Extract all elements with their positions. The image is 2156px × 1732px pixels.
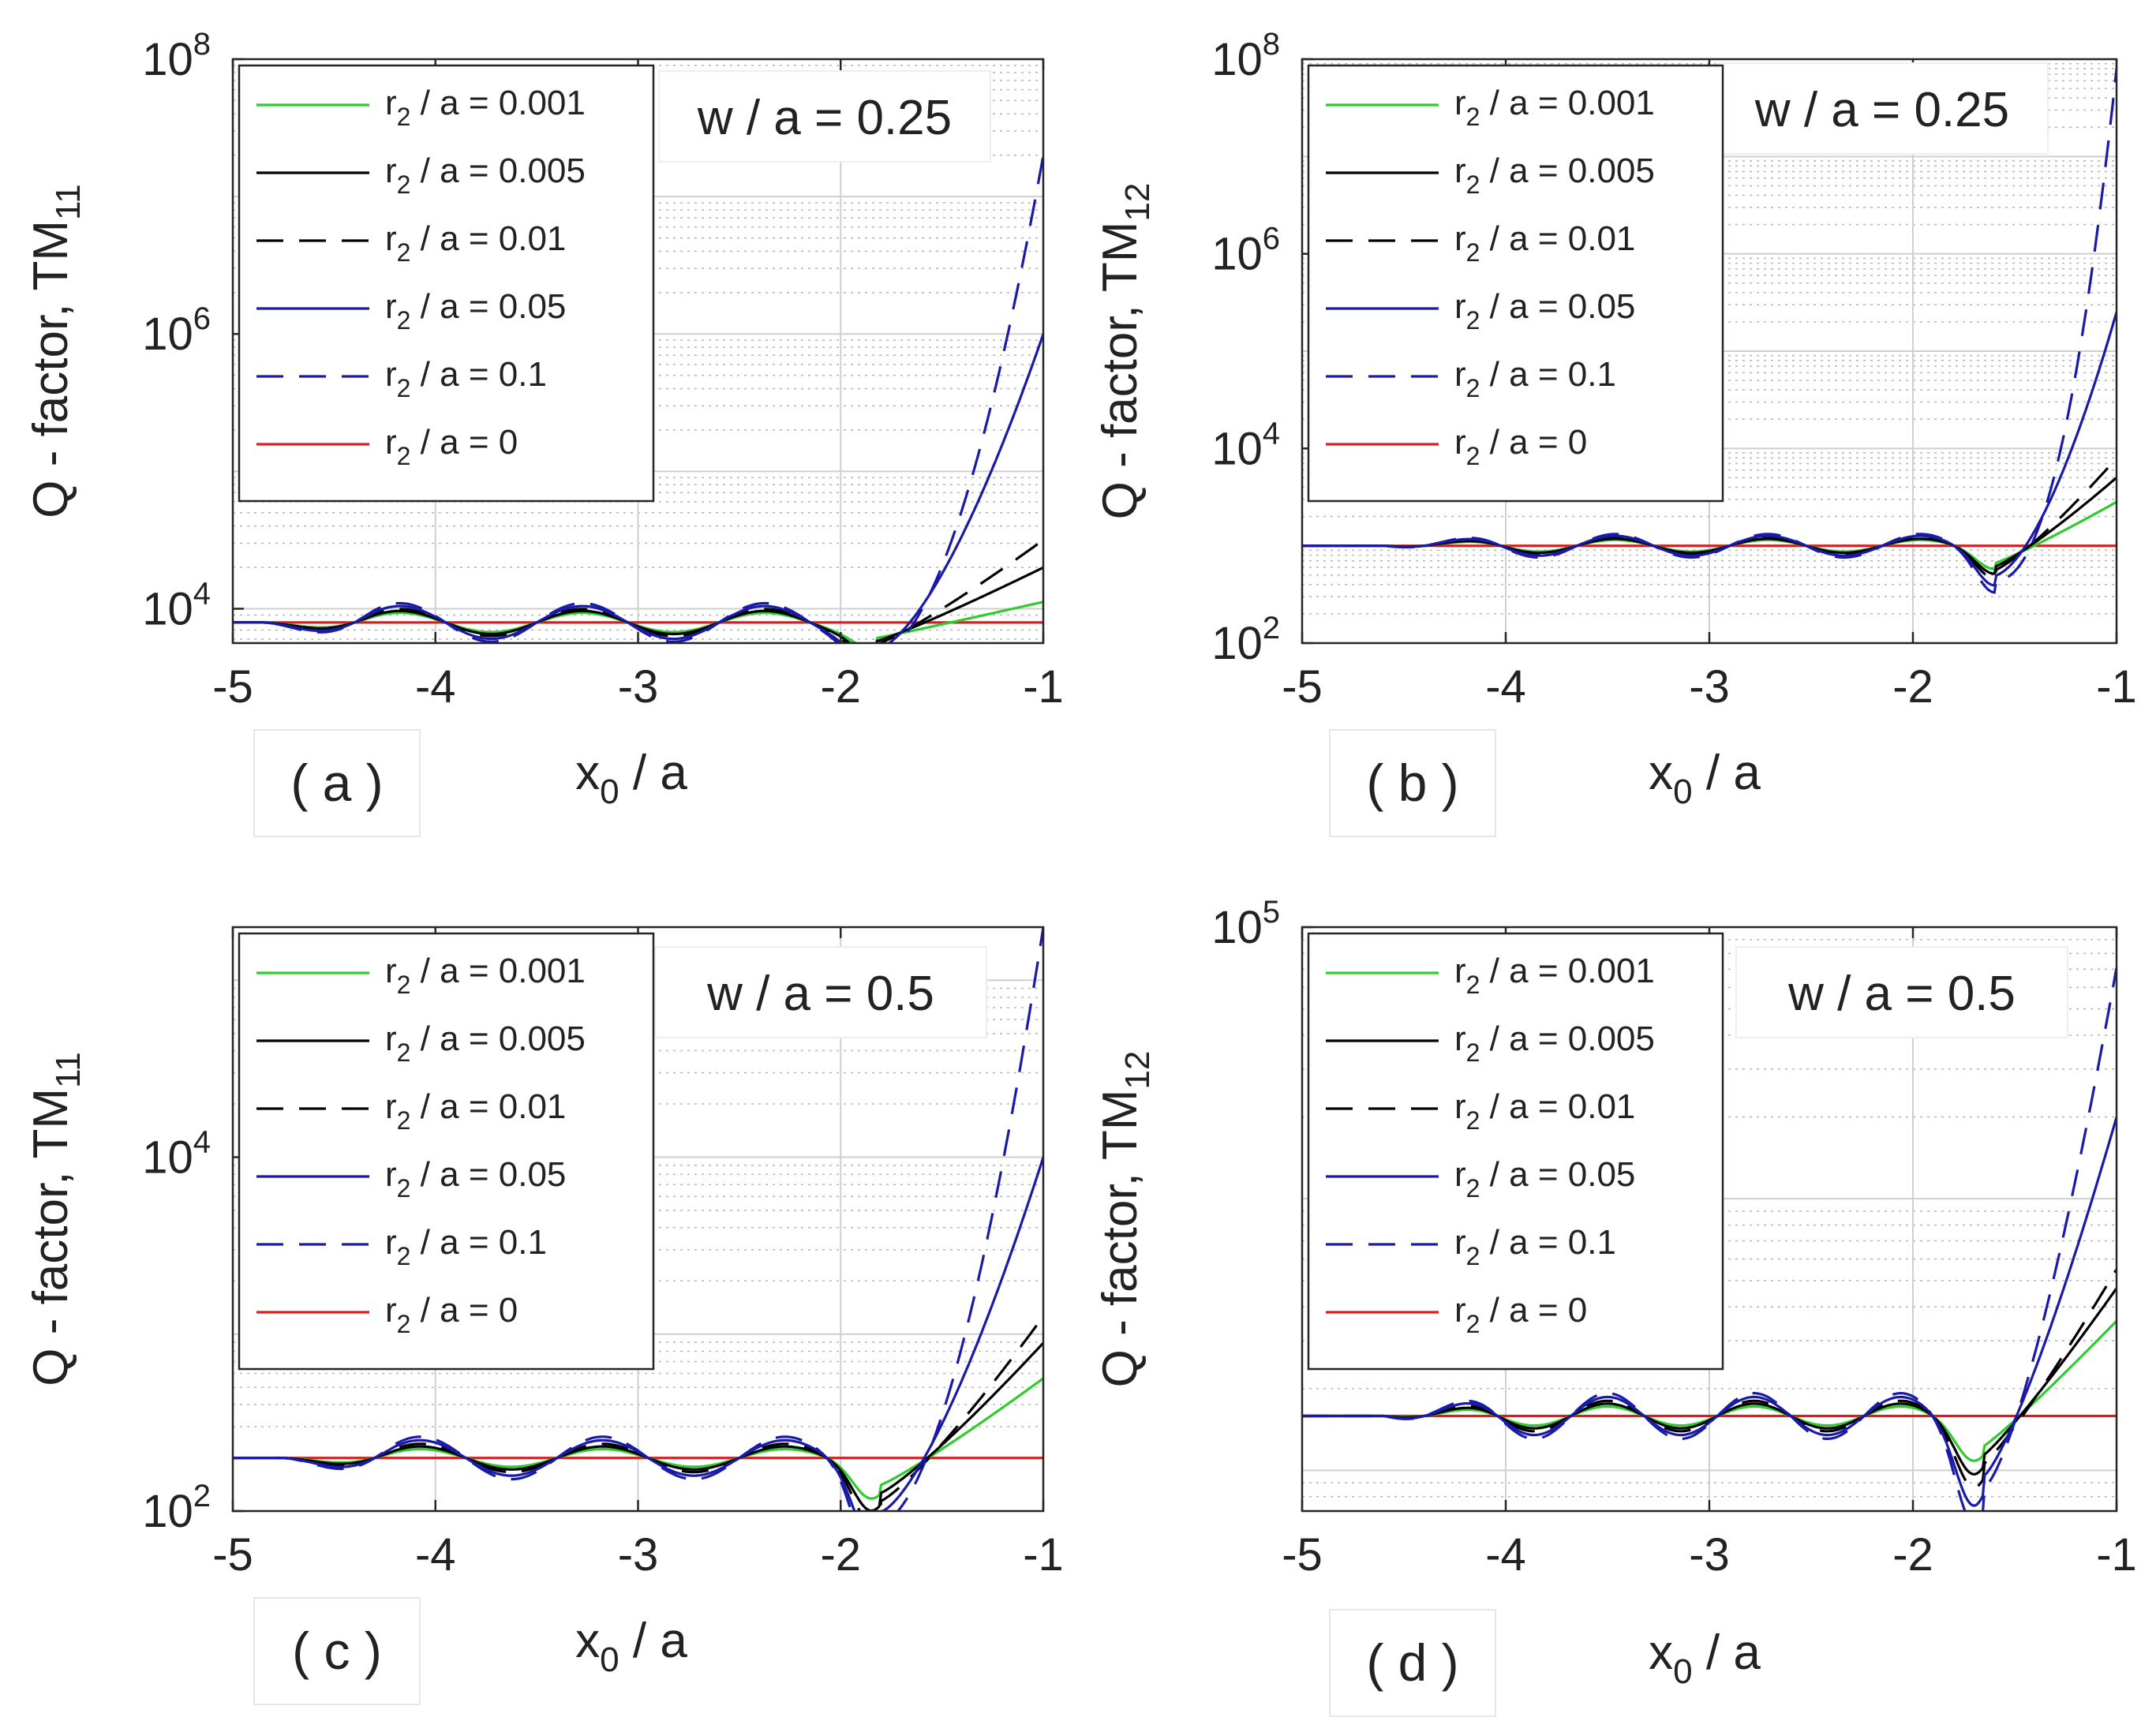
y-tick-label: 104 [1211, 416, 1280, 474]
series-group [1302, 967, 2117, 1511]
x-tick-label: -2 [1892, 661, 1933, 713]
annotation-box [1716, 62, 2049, 155]
y-axis-label: Q - factor, TM11 [24, 184, 88, 518]
y-tick-label: 104 [142, 1125, 211, 1184]
x-tick-label: -1 [2096, 661, 2137, 713]
panel-label-box [1329, 1609, 1496, 1717]
panel-b: -5 -4 -3 -2 -1 102 104 106 108 Q - factor, TM12 x0… [1093, 27, 2137, 837]
x-tick-label: -5 [1282, 1529, 1323, 1580]
panel-label-box [1329, 729, 1496, 837]
legend-label: r2 / a = 0.01 [1454, 1087, 1635, 1135]
annotation-box [654, 946, 987, 1038]
annotation-text: w / a = 0.25 [1754, 83, 2009, 137]
legend-label: r2 / a = 0.1 [385, 355, 547, 402]
legend-label: r2 / a = 0.005 [1454, 1019, 1655, 1067]
y-axis-label: Q - factor, TM11 [24, 1052, 88, 1386]
annotation-text: w / a = 0.5 [1787, 967, 2016, 1021]
y-axis-label: Q - factor, TM12 [1093, 183, 1157, 520]
x-tick-label: -4 [415, 1529, 456, 1580]
series-line-4 [1302, 69, 2117, 594]
legend-label: r2 / a = 0.1 [385, 1223, 547, 1270]
panel-label-box [253, 729, 421, 837]
y-tick-label: 106 [142, 301, 211, 360]
x-tick-label: -3 [1689, 1529, 1730, 1580]
panel-label-box [253, 1597, 421, 1705]
y-tick-label: 106 [1211, 222, 1280, 280]
legend-label: r2 / a = 0.1 [1454, 1223, 1616, 1270]
annotation-box [658, 70, 991, 163]
series-group [233, 155, 1043, 643]
x-tick-label: -2 [1892, 1529, 1933, 1580]
legend-label: r2 / a = 0.001 [385, 84, 586, 131]
x-axis-label: x0 / a [575, 1614, 687, 1679]
series-line-4 [233, 155, 1043, 643]
x-tick-label: -3 [618, 1529, 659, 1580]
panel-d: -5 -4 -3 -2 -1 105 Q - factor, TM12 x0 / a ( d )… [1093, 895, 2137, 1717]
x-tick-label: -2 [820, 1529, 861, 1580]
legend-label: r2 / a = 0.005 [385, 1019, 586, 1067]
x-tick-label: -4 [415, 661, 456, 713]
legend-label: r2 / a = 0.1 [1454, 355, 1616, 402]
legend-label: r2 / a = 0.01 [385, 1087, 566, 1135]
legend-label: r2 / a = 0.005 [385, 152, 586, 199]
panel-label: ( d ) [1366, 1633, 1458, 1692]
x-tick-label: -5 [1282, 661, 1323, 713]
x-axis-label: x0 / a [1649, 746, 1761, 811]
y-tick-label: 102 [1211, 611, 1280, 669]
x-tick-label: -5 [212, 661, 253, 713]
legend-label: r2 / a = 0.05 [1454, 1155, 1635, 1203]
legend-label: r2 / a = 0.01 [385, 219, 566, 267]
legend-label: r2 / a = 0 [385, 1291, 518, 1338]
y-tick-label: 104 [142, 576, 211, 634]
legend-label: r2 / a = 0.05 [385, 287, 566, 335]
legend-label: r2 / a = 0 [385, 423, 518, 470]
legend-box [1307, 64, 1724, 503]
x-tick-label: -4 [1485, 661, 1526, 713]
x-tick-label: -3 [1689, 661, 1730, 713]
legend-label: r2 / a = 0.005 [1454, 152, 1655, 199]
x-tick-label: -1 [1023, 661, 1064, 713]
x-axis-label: x0 / a [1649, 1625, 1761, 1691]
legend-label: r2 / a = 0.01 [1454, 219, 1635, 267]
legend-label: r2 / a = 0.05 [385, 1155, 566, 1203]
panel-a: -5 -4 -3 -2 -1 104 106 108 Q - factor, TM11 x0 / … [24, 27, 1064, 837]
series-line-4 [1302, 967, 2117, 1511]
x-tick-label: -3 [618, 661, 659, 713]
legend-label: r2 / a = 0.001 [1454, 84, 1655, 131]
y-tick-label: 102 [142, 1479, 211, 1537]
y-tick-label: 108 [1211, 27, 1280, 85]
annotation-text: w / a = 0.5 [706, 967, 934, 1021]
x-tick-label: -1 [2096, 1529, 2137, 1580]
panel-c: -5 -4 -3 -2 -1 102 104 Q - factor, TM11 x0 / a ( … [24, 926, 1064, 1705]
legend-label: r2 / a = 0 [1454, 423, 1587, 470]
panel-label: ( c ) [292, 1622, 382, 1680]
legend-label: r2 / a = 0.001 [385, 952, 586, 999]
series-group [233, 927, 1043, 1511]
y-tick-label: 108 [142, 27, 211, 85]
panel-label: ( a ) [290, 754, 383, 812]
series-line-4 [233, 927, 1043, 1511]
legend-box [238, 64, 655, 503]
legend-label: r2 / a = 0.001 [1454, 952, 1655, 999]
x-tick-label: -2 [820, 661, 861, 713]
panel-label: ( b ) [1366, 754, 1458, 812]
annotation-text: w / a = 0.25 [697, 91, 952, 145]
x-tick-label: -1 [1023, 1529, 1064, 1580]
legend-label: r2 / a = 0 [1454, 1291, 1587, 1338]
annotation-box [1735, 946, 2068, 1038]
x-axis-label: x0 / a [575, 746, 687, 811]
series-group [1302, 69, 2117, 594]
legend-box [1307, 932, 1724, 1371]
y-axis-label: Q - factor, TM12 [1093, 1051, 1157, 1388]
y-tick-label: 105 [1211, 895, 1280, 953]
legend-box [238, 932, 655, 1371]
x-tick-label: -5 [212, 1529, 253, 1580]
x-tick-label: -4 [1485, 1529, 1526, 1580]
legend-label: r2 / a = 0.05 [1454, 287, 1635, 335]
